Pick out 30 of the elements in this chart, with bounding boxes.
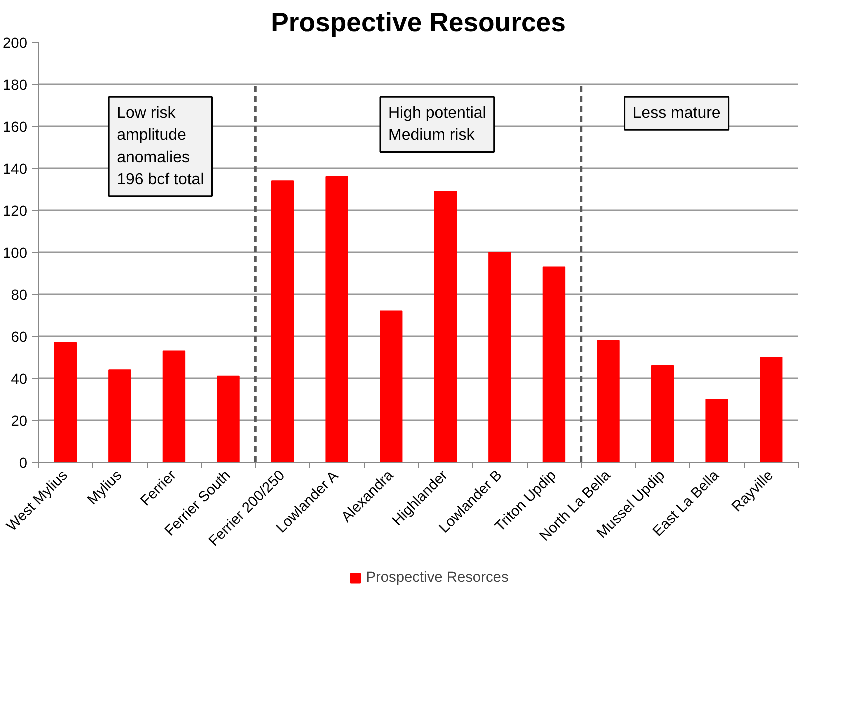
y-tick-label: 0 [19,456,28,472]
y-tick-label: 180 [3,78,28,94]
annotation: Low risk amplitude anomalies 196 bcf total [117,105,204,188]
bar [651,365,674,462]
bar [326,176,348,462]
bar [542,266,566,462]
annotation: High potential Medium risk [388,105,486,144]
bar [597,340,620,462]
bar [706,399,728,462]
y-tick-label: 80 [11,288,28,304]
bar [162,350,186,462]
bar [108,370,132,462]
y-tick-label: 140 [3,162,28,178]
bar [217,376,240,462]
legend-label: Prospective Resorces [366,570,509,586]
y-tick-label: 120 [3,204,28,220]
annotation: Less mature [632,105,721,122]
y-tick-label: 200 [3,36,28,52]
y-tick-label: 40 [11,372,28,388]
bar [54,342,77,462]
bar [380,310,403,462]
bar [760,357,783,462]
y-tick-label: 20 [11,414,28,430]
y-tick-label: 100 [3,246,28,262]
chart-title: Prospective Resources [271,8,566,38]
y-tick-label: 160 [3,120,28,136]
bar [434,191,457,462]
y-tick-label: 60 [11,330,28,346]
bar [271,180,294,462]
bar [488,252,512,462]
